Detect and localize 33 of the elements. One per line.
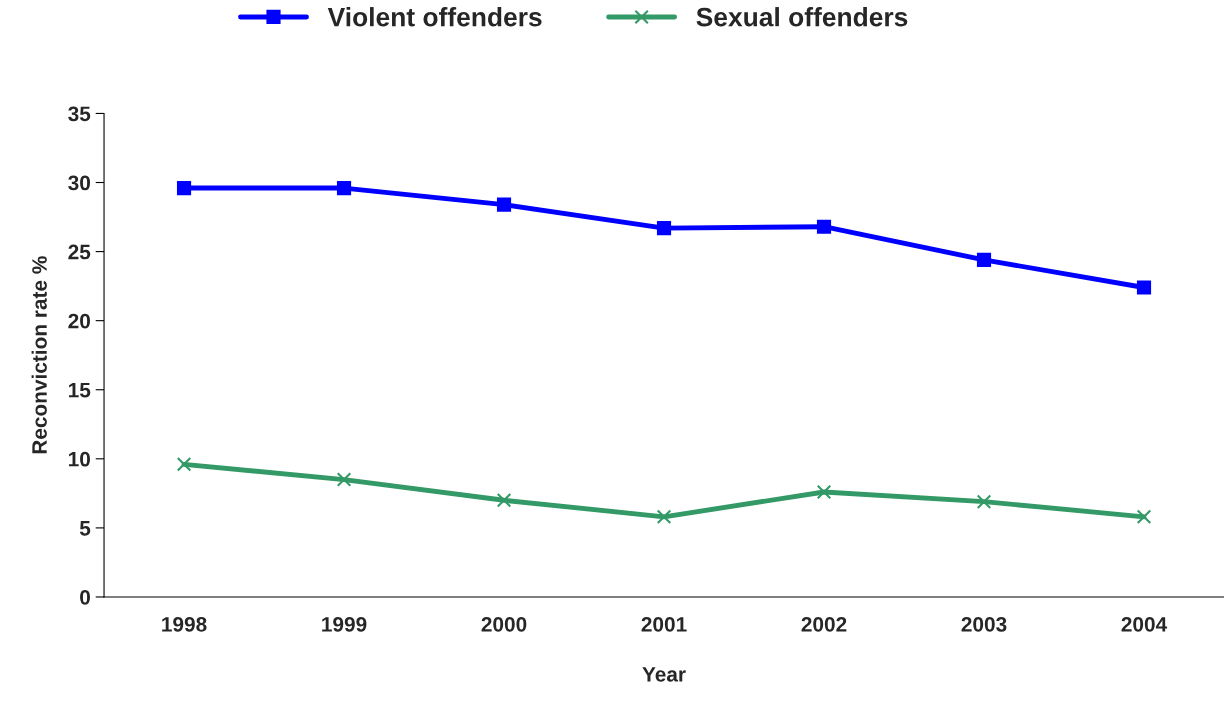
y-tick-label: 10 xyxy=(68,451,90,467)
y-axis-title: Reconviction rate % xyxy=(31,256,47,454)
point xyxy=(1136,280,1152,295)
point xyxy=(816,484,832,500)
point xyxy=(816,219,832,234)
point xyxy=(496,492,512,508)
point xyxy=(176,180,192,196)
y-tick-label: 30 xyxy=(68,175,90,191)
x-tick-label: 1999 xyxy=(322,616,367,632)
point xyxy=(336,472,352,487)
x-tick-label: 2001 xyxy=(641,616,687,632)
point xyxy=(976,252,992,267)
point xyxy=(176,457,192,472)
x-tick-label: 2002 xyxy=(801,616,847,632)
legend-label: Violent offenders xyxy=(327,7,542,27)
y-tick-label: 20 xyxy=(68,313,90,329)
y-tick-label: 15 xyxy=(68,382,91,398)
point xyxy=(1136,509,1152,525)
y-tick-label: 5 xyxy=(79,521,91,536)
x-tick-label: 2004 xyxy=(1121,616,1168,632)
y-tick-label: 35 xyxy=(68,106,91,122)
x-tick-label: 2000 xyxy=(481,616,527,632)
point xyxy=(336,180,352,196)
legend-label: Sexual offenders xyxy=(696,7,908,27)
point xyxy=(496,197,512,212)
y-tick-label: 25 xyxy=(68,244,91,260)
point xyxy=(976,494,992,509)
point xyxy=(656,509,672,525)
x-axis-title: Year xyxy=(642,667,686,682)
point xyxy=(656,221,672,236)
x-tick-label: 2003 xyxy=(961,616,1007,632)
x-tick-label: 1998 xyxy=(162,616,207,632)
y-tick-label: 0 xyxy=(80,589,90,605)
